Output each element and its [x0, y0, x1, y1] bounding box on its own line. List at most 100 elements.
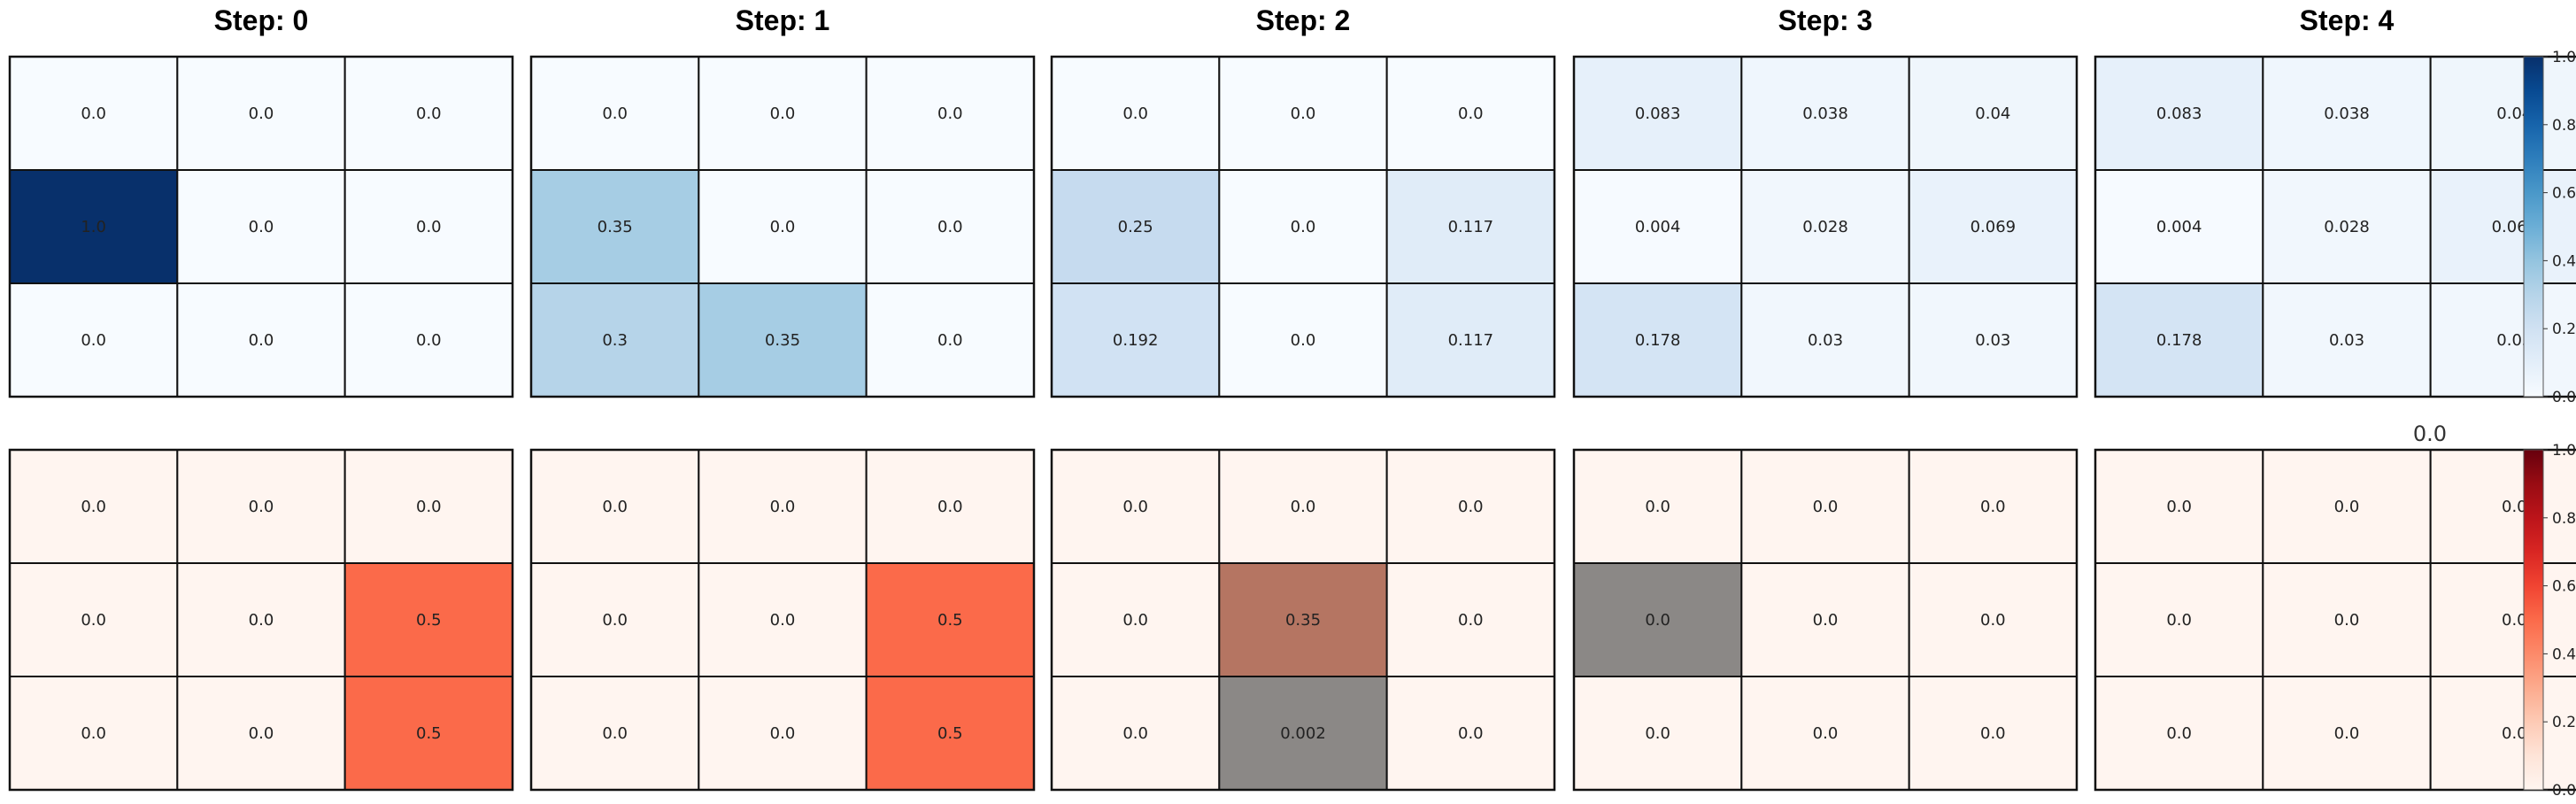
cell-value-label: 0.0	[1291, 104, 1316, 123]
cell-value-label: 0.0	[416, 104, 442, 123]
heatmap-cell	[343, 169, 513, 284]
cell-value-label: 0.0	[249, 611, 274, 630]
cell-value-label: 0.0	[937, 218, 963, 236]
cell-value-label: 0.0	[770, 104, 796, 123]
colorbar-tick-label: 0.2	[2552, 321, 2576, 338]
step-title: Step: 1	[736, 4, 830, 36]
heatmap-cell	[1218, 169, 1388, 284]
heatmap-cell	[2094, 676, 2264, 791]
cell-value-label: 0.0	[2334, 498, 2360, 516]
cell-value-label: 0.0	[1458, 724, 1484, 743]
heatmap-cell	[176, 56, 346, 171]
colorbar-tick-label: 0.4	[2552, 252, 2576, 270]
heatmap-cell	[530, 169, 700, 284]
cell-value-label: 0.0	[81, 104, 106, 123]
cell-value-label: 0.0	[1980, 498, 2006, 516]
heatmap-panel-frame	[1050, 55, 1556, 398]
step-title: Step: 4	[2300, 4, 2395, 36]
heatmap-cell	[2262, 676, 2432, 791]
cell-value-label: 0.03	[1975, 331, 2010, 350]
heatmap-panel-frame	[529, 55, 1036, 398]
cell-value-label: 0.028	[1802, 218, 1848, 236]
heatmap-cell	[1385, 562, 1555, 677]
cell-value-label: 0.0	[937, 331, 963, 350]
cell-value-label: 0.0	[1458, 611, 1484, 630]
heatmap-cell	[9, 169, 179, 284]
heatmap-cell	[2262, 169, 2432, 284]
heatmap-cell	[530, 56, 700, 171]
heatmap-cell	[1740, 562, 1910, 677]
heatmap-cell	[698, 562, 868, 677]
heatmap-cell	[698, 676, 868, 791]
cell-value-label: 0.0	[249, 104, 274, 123]
cell-value-label: 0.0	[2166, 498, 2192, 516]
cell-value-label: 0.083	[1635, 104, 1681, 123]
heatmap-cell	[1908, 449, 2079, 564]
cell-value-label: 0.0	[81, 611, 106, 630]
heatmap-cell	[176, 169, 346, 284]
cell-value-label: 0.004	[2156, 218, 2202, 236]
heatmap-cell	[1051, 169, 1221, 284]
heatmap-cell	[1218, 676, 1388, 791]
cell-value-label: 0.04	[2496, 104, 2532, 123]
heatmap-cell	[698, 56, 868, 171]
cell-value-label: 0.0	[1813, 724, 1839, 743]
cell-value-label: 0.192	[1113, 331, 1159, 350]
cell-value-label: 0.35	[1285, 611, 1321, 630]
heatmap-cell	[2429, 449, 2576, 564]
heatmap-cell	[2429, 169, 2576, 284]
heatmap-cell	[1218, 56, 1388, 171]
heatmap-cell	[698, 169, 868, 284]
cell-value-label: 0.0	[602, 724, 628, 743]
heatmap-cell	[865, 449, 1036, 564]
cell-value-label: 0.5	[937, 611, 963, 630]
heatmap-cell	[1385, 56, 1555, 171]
cell-value-label: 0.117	[1448, 331, 1494, 350]
heatmap-cell	[865, 169, 1036, 284]
heatmap-panel-frame	[1572, 448, 2079, 792]
colorbar-tick-label: 1.0	[2552, 49, 2576, 66]
cell-value-label: 0.0	[1645, 724, 1670, 743]
cell-value-label: 0.0	[2334, 724, 2360, 743]
cell-value-label: 0.5	[416, 724, 442, 743]
heatmap-cell	[2429, 676, 2576, 791]
colorbar-blues	[2523, 56, 2544, 398]
cell-value-label: 0.0	[770, 724, 796, 743]
cell-value-label: 0.038	[1802, 104, 1848, 123]
stray-label: 0.0	[2413, 421, 2447, 446]
heatmap-cell	[2429, 562, 2576, 677]
heatmap-cell	[343, 562, 513, 677]
heatmap-cell	[1908, 676, 2079, 791]
cell-value-label: 0.0	[249, 218, 274, 236]
heatmap-panel-frame	[8, 55, 514, 398]
heatmap-cell	[1908, 562, 2079, 677]
heatmap-cell	[530, 282, 700, 398]
cell-value-label: 0.0	[1813, 498, 1839, 516]
cell-value-label: 0.0	[1291, 331, 1316, 350]
heatmap-cell	[2262, 562, 2432, 677]
heatmap-cell	[176, 282, 346, 398]
cell-value-label: 0.0	[1122, 611, 1148, 630]
cell-value-label: 0.0	[1122, 724, 1148, 743]
heatmap-cell	[1218, 562, 1388, 677]
heatmap-cell	[698, 282, 868, 398]
cell-value-label: 0.0	[249, 724, 274, 743]
cell-value-label: 0.0	[2166, 724, 2192, 743]
cell-value-label: 0.028	[2324, 218, 2370, 236]
colorbar-tick-label: 1.0	[2552, 442, 2576, 460]
cell-value-label: 0.0	[2502, 724, 2527, 743]
cell-value-label: 0.038	[2324, 104, 2370, 123]
heatmap-cell	[9, 56, 179, 171]
cell-value-label: 0.0	[1645, 498, 1670, 516]
cell-value-label: 0.069	[1971, 218, 2017, 236]
cell-value-label: 0.0	[937, 104, 963, 123]
heatmap-cell	[176, 449, 346, 564]
step-title: Step: 2	[1256, 4, 1351, 36]
heatmap-cell	[865, 56, 1036, 171]
heatmap-cell	[2262, 282, 2432, 398]
cell-value-label: 0.03	[1808, 331, 1843, 350]
cell-value-label: 0.25	[1118, 218, 1153, 236]
heatmap-cell	[530, 562, 700, 677]
cell-value-label: 0.0	[1122, 498, 1148, 516]
heatmap-cell	[2094, 169, 2264, 284]
